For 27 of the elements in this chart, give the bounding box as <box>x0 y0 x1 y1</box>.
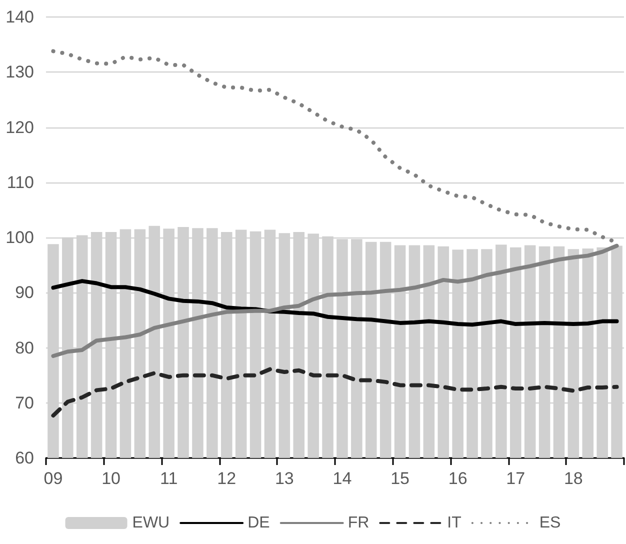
x-tick-label: 11 <box>160 469 178 488</box>
legend-label: FR <box>348 514 370 532</box>
y-tick-label: 120 <box>6 118 34 137</box>
x-tick-label: 18 <box>564 469 583 488</box>
x-tick-label: 13 <box>274 469 294 488</box>
y-tick-label: 130 <box>6 62 34 82</box>
x-tick-label: 09 <box>44 469 63 488</box>
x-tick-label: 16 <box>448 469 468 488</box>
x-tick-label: 14 <box>332 469 352 488</box>
x-tick-label: 12 <box>217 469 236 488</box>
legend-label: EWU <box>132 514 170 532</box>
y-tick-label: 100 <box>6 228 34 247</box>
x-tick-label: 17 <box>506 469 526 488</box>
y-tick-label: 110 <box>6 172 34 192</box>
y-tick-label: 90 <box>15 283 34 302</box>
legend-label: IT <box>447 514 462 532</box>
x-tick-label: 10 <box>102 469 120 488</box>
line-series <box>51 367 619 418</box>
line-series <box>51 244 619 358</box>
legend-label: DE <box>248 514 270 532</box>
y-tick-label: 140 <box>6 8 34 26</box>
legend-label: ES <box>539 514 561 532</box>
line-series <box>51 279 619 327</box>
y-tick-label: 60 <box>15 448 34 468</box>
y-tick-label: 70 <box>15 393 34 412</box>
x-tick-label: 15 <box>390 469 410 488</box>
y-tick-label: 80 <box>15 338 34 358</box>
